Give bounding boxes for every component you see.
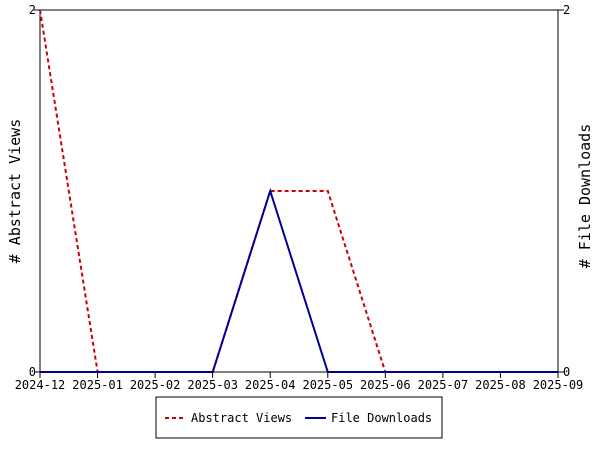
y-tick-label-right: 2 <box>563 3 570 17</box>
legend-label-abstract-views: Abstract Views <box>191 411 292 425</box>
y-tick-label-left: 0 <box>29 365 36 379</box>
y-axis-label-right: # File Downloads <box>576 124 594 269</box>
series-line-file-downloads <box>40 187 558 373</box>
x-tick-label: 2025-02 <box>130 378 181 392</box>
x-tick-label: 2025-06 <box>360 378 411 392</box>
x-tick-label: 2025-05 <box>302 378 353 392</box>
y-axis-label-left: # Abstract Views <box>6 119 24 264</box>
legend-box <box>155 396 443 439</box>
tick-layer <box>34 9 564 378</box>
series-layer <box>39 9 558 373</box>
x-tick-label: 2025-07 <box>418 378 469 392</box>
x-tick-label: 2025-08 <box>475 378 526 392</box>
legend-label-file-downloads: File Downloads <box>331 411 432 425</box>
x-tick-label: 2024-12 <box>15 378 66 392</box>
x-tick-label: 2025-09 <box>533 378 584 392</box>
y-tick-label-right: 0 <box>563 365 570 379</box>
x-tick-label: 2025-03 <box>187 378 238 392</box>
y-tick-label-left: 2 <box>29 3 36 17</box>
x-tick-label: 2025-04 <box>245 378 296 392</box>
label-layer: 2024-12 2025-01 2025-02 2025-03 2025-04 2025-… <box>15 3 584 392</box>
legend: Abstract Views File Downloads <box>155 396 443 439</box>
x-tick-label: 2025-01 <box>72 378 123 392</box>
